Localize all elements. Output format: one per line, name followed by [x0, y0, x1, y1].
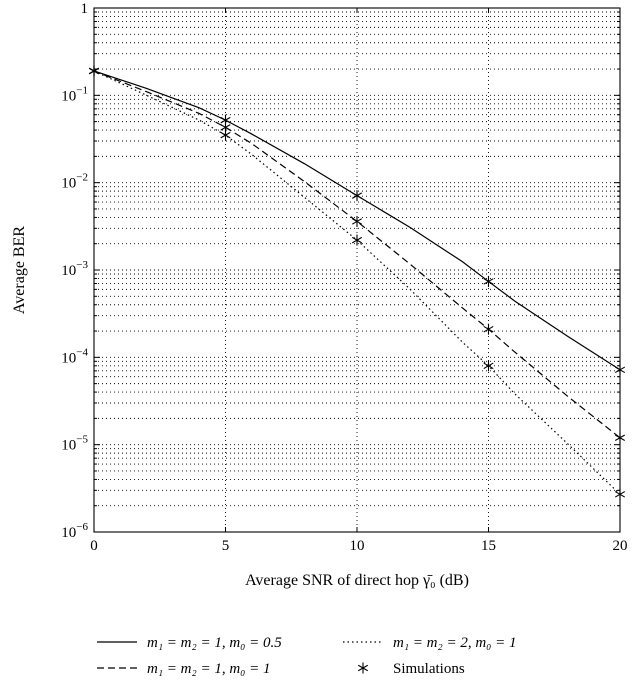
y-tick-label: 10−1 — [61, 84, 88, 104]
simulation-marker — [88, 65, 100, 77]
series-line-2 — [93, 70, 621, 439]
plot-frame — [93, 7, 621, 533]
y-tick-label: 10−5 — [61, 434, 88, 454]
y-tick-label: 10−3 — [61, 259, 88, 279]
legend-label-1: m₁ = m₂ = 1, m₀ = 0.5 — [147, 635, 282, 651]
x-tick-label: 20 — [613, 538, 628, 554]
marker-layer — [88, 65, 626, 500]
series-layer — [93, 70, 621, 495]
simulation-marker — [220, 129, 231, 141]
simulation-marker — [614, 432, 626, 444]
legend-marker-simulations — [357, 662, 369, 674]
legend: m₁ = m₂ = 1, m₀ = 0.5 m₁ = m₂ = 1, m₀ = 1… — [97, 635, 517, 677]
simulation-marker — [483, 323, 494, 335]
x-tick-label: 10 — [350, 538, 365, 554]
simulation-marker — [614, 488, 626, 500]
x-tick-label: 5 — [222, 538, 230, 554]
legend-label-3: m₁ = m₂ = 2, m₀ = 1 — [393, 635, 517, 651]
y-tick-label: 1 — [81, 1, 89, 17]
grid-layer — [94, 8, 620, 532]
tick-layer: 0 5 10 15 20 1 10−1 10−2 10−3 10−4 10−5 10−6 — [61, 1, 627, 554]
x-axis-label: Average SNR of direct hop γ̄₀ (dB) — [245, 572, 469, 589]
y-tick-label: 10−6 — [61, 521, 88, 541]
y-axis-label: Average BER — [11, 226, 28, 314]
simulation-marker — [614, 364, 626, 376]
x-tick-label: 15 — [481, 538, 496, 554]
simulation-marker — [483, 275, 494, 287]
legend-label-2: m₁ = m₂ = 1, m₀ = 1 — [147, 661, 271, 677]
simulation-marker — [483, 360, 494, 372]
simulation-marker — [351, 215, 363, 227]
x-tick-label: 0 — [90, 538, 98, 554]
y-tick-label: 10−4 — [61, 346, 88, 366]
y-tick-label: 10−2 — [61, 172, 88, 192]
simulation-marker — [351, 190, 363, 202]
series-line-3 — [93, 70, 621, 495]
legend-label-4: Simulations — [393, 661, 465, 677]
simulation-marker — [351, 234, 363, 246]
